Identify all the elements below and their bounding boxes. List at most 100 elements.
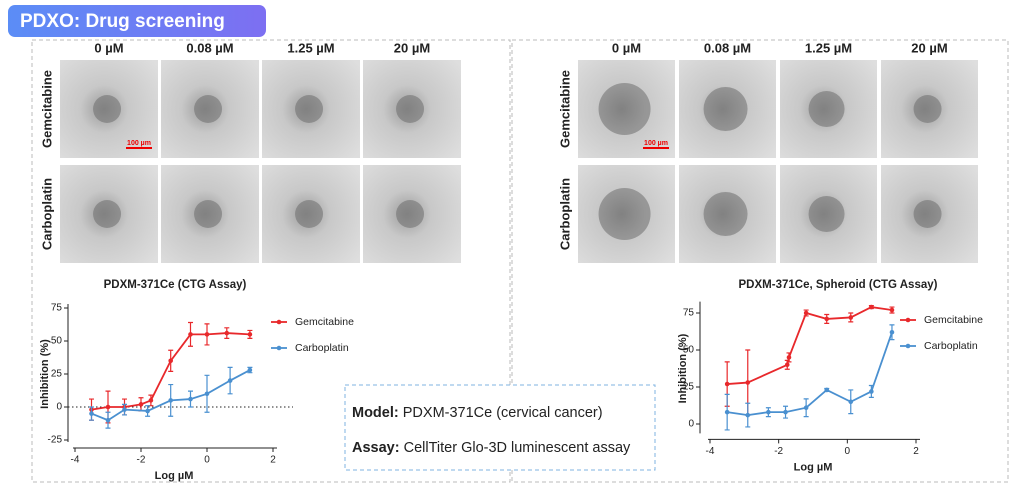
x-axis-label: Log µM [155,470,194,482]
legend-marker [905,317,911,323]
organoid [913,200,942,228]
legend-marker [276,345,282,351]
panel-border [511,39,1009,483]
data-point [168,358,173,364]
series-line [727,306,893,385]
data-point [848,315,854,320]
data-point [204,332,210,337]
x-axis-label: Log µM [794,461,833,473]
scale-bar-label: 100 µm [644,140,668,147]
column-header: 20 µM [394,40,430,55]
data-point [188,396,193,402]
organoid [703,192,748,236]
y-axis-label: Inhibition (%) [39,339,51,409]
organoid [703,87,748,131]
info-label: Assay: [352,440,400,456]
data-point [766,409,771,415]
organoid [295,200,324,228]
organoid [598,83,651,135]
series-line [91,332,250,411]
column-header: 0 µM [94,40,123,55]
y-tick-label: 25 [51,369,63,380]
page-title: PDXO: Drug screening [20,11,225,32]
data-point [224,330,230,336]
chart-title: PDXM-371Ce, Spheroid (CTG Assay) [739,279,938,291]
organoid [93,95,122,123]
series-line [727,331,893,417]
data-point [824,316,830,322]
data-point [869,304,874,310]
column-header: 0.08 µM [704,40,751,55]
y-tick-label: -25 [48,435,63,446]
data-point [783,409,788,415]
organoid [93,200,122,228]
organoid [194,200,223,228]
legend-label: Gemcitabine [295,316,354,328]
y-tick-label: 75 [51,303,63,314]
data-point [105,404,111,410]
data-point [247,367,253,373]
data-point [724,381,730,387]
x-tick-label: 0 [204,455,210,466]
organoid [396,200,425,228]
data-point [869,389,874,394]
x-tick-label: -2 [774,446,783,457]
data-point [745,380,751,385]
data-point [148,398,154,403]
legend-label: Carboplatin [924,340,978,352]
chart-title: PDXM-371Ce (CTG Assay) [104,279,247,291]
row-label: Gemcitabine [557,70,572,148]
data-point [784,362,790,368]
info-line: Assay: CellTiter Glo-3D luminescent assa… [352,440,631,456]
y-tick-label: 0 [56,402,62,413]
data-point [122,407,127,412]
data-point [786,355,792,360]
x-tick-label: 2 [270,455,276,466]
column-header: 0.08 µM [186,40,233,55]
x-tick-label: -4 [706,446,715,457]
organoid [808,196,845,232]
scale-bar-label: 100 µm [127,140,151,147]
data-point [889,329,895,335]
data-point [138,402,144,407]
data-point [227,378,233,383]
info-box [344,384,656,471]
data-point [145,408,150,414]
organoid [295,95,324,123]
y-axis-label: Inhibition (%) [677,333,689,403]
data-point [745,412,751,418]
data-point [105,417,111,423]
column-header: 1.25 µM [287,40,334,55]
data-point [824,387,830,393]
data-point [848,399,854,405]
y-tick-label: 50 [683,345,695,356]
x-tick-label: -2 [137,455,146,466]
data-point [204,391,210,397]
data-point [803,405,809,411]
legend-label: Carboplatin [295,342,349,354]
data-point [803,310,809,316]
y-tick-label: 75 [683,308,695,319]
x-tick-label: 2 [913,446,919,457]
title-badge [8,5,266,37]
legend-label: Gemcitabine [924,314,983,326]
y-tick-label: 25 [683,382,695,393]
y-tick-label: 0 [688,419,694,430]
data-point [188,332,193,337]
x-tick-label: -4 [71,455,80,466]
y-tick-label: 50 [51,336,63,347]
legend-marker [276,319,282,325]
data-point [724,409,730,415]
legend-marker [905,343,911,349]
row-label: Gemcitabine [39,70,54,148]
data-point [168,398,173,403]
organoid [913,95,942,123]
column-header: 20 µM [911,40,947,55]
row-label: Carboplatin [39,178,54,250]
column-header: 0 µM [612,40,641,55]
data-point [89,411,94,416]
column-header: 1.25 µM [805,40,852,55]
info-value: PDXM-371Ce (cervical cancer) [403,405,603,421]
row-label: Carboplatin [557,178,572,250]
